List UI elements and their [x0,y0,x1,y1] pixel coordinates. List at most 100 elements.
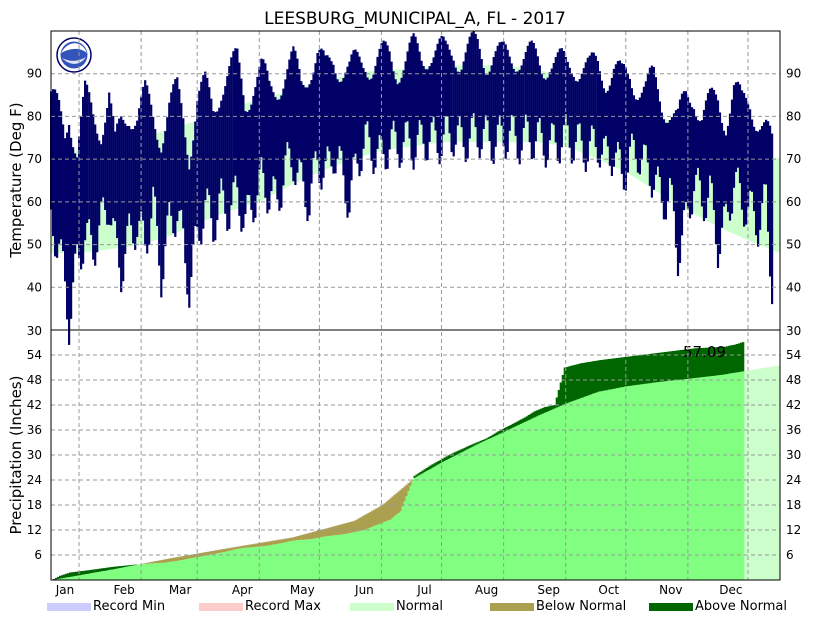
above-normal-column [471,444,474,447]
above-normal-column [667,351,671,381]
above-normal-column [73,572,76,577]
temperature-day-bar [416,43,419,135]
below-normal-column [203,552,206,556]
precipitation-normal-column [65,577,68,580]
temperature-day-bar [747,103,750,208]
precipitation-normal-column [239,548,242,580]
precipitation-normal-column [275,544,278,580]
temperature-day-bar [757,131,760,247]
above-normal-column [691,348,695,379]
above-normal-column [91,569,94,573]
temperature-day-bar [700,120,704,207]
temperature-day-bar [178,89,181,211]
above-normal-column [665,351,669,382]
below-normal-column [195,553,198,558]
above-normal-column [681,349,685,380]
above-normal-column [629,356,633,386]
above-normal-column [711,347,715,376]
above-normal-column [101,568,104,572]
temperature-day-bar [188,169,191,308]
precipitation-normal-column [237,548,240,580]
below-normal-column [343,523,346,535]
precipitation-normal-column [591,393,595,580]
precipitation-normal-column [547,411,551,580]
precipitation-normal-column [81,574,84,580]
above-normal-column [625,356,629,387]
precipitation-normal-column [621,387,625,580]
above-normal-column [529,413,533,420]
temperature-day-bar [592,52,595,129]
precipitation-normal-column [427,470,430,580]
below-normal-column [219,549,222,553]
below-normal-column [365,514,368,530]
precipitation-normal-column [611,389,615,580]
precipitation-tick-label-left: 48 [27,373,42,387]
above-normal-column [105,567,108,571]
temperature-day-bar [52,89,55,237]
temperature-day-bar [152,117,155,187]
precipitation-normal-column [653,382,657,580]
temperature-day-bar [446,44,449,117]
temperature-day-bar [634,99,637,159]
above-normal-column [729,345,733,374]
observed-temperature-bars [50,31,774,345]
above-normal-column [737,343,741,373]
above-normal-column [603,359,607,391]
temperature-day-bar [214,112,217,241]
precipitation-normal-column [139,564,142,580]
precipitation-normal-column [255,546,258,580]
temperature-day-bar [486,74,489,121]
precipitation-normal-column [729,373,733,580]
precipitation-normal-column [455,454,458,580]
temperature-day-bar [614,64,617,153]
temperature-day-bar [745,97,748,225]
temperature-day-bar [538,65,541,119]
precipitation-normal-column [713,375,717,580]
above-normal-column [445,456,448,460]
temperature-day-bar [266,70,269,214]
above-normal-column [731,345,735,373]
below-normal-column [217,549,220,554]
temperature-day-bar [208,87,211,196]
precipitation-normal-column [703,376,707,580]
temperature-day-bar [70,137,73,319]
temperature-day-bar [162,143,165,280]
temperature-day-bar [708,88,712,176]
below-normal-column [271,540,274,545]
precipitation-normal-column [285,542,288,580]
precipitation-tick-label-right: 12 [786,523,801,537]
precipitation-normal-column [329,535,332,580]
temperature-day-bar [380,43,383,140]
precipitation-normal-column [473,445,476,580]
precipitation-tick-label-right: 36 [786,423,801,437]
precipitation-normal-column [701,377,705,580]
precipitation-normal-column [497,434,500,580]
precipitation-normal-column [253,547,256,580]
month-label: Dec [719,583,742,597]
temperature-day-bar [104,122,107,210]
month-label: Jan [55,583,75,597]
temperature-day-bar [242,95,245,228]
above-normal-column [447,455,450,459]
temperature-day-bar [662,119,665,220]
below-normal-column [183,555,186,560]
temperature-day-bar [84,80,87,241]
temperature-day-bar [578,79,581,124]
precipitation-normal-column [465,449,468,580]
precipitation-normal-column [411,480,414,580]
precipitation-normal-column [623,386,627,580]
temperature-day-bar [622,64,625,190]
temperature-day-bar [190,156,193,277]
precipitation-normal-column [441,462,444,580]
below-normal-column [407,483,410,491]
precipitation-normal-column [67,577,70,580]
temperature-tick-label-right: 90 [786,67,801,81]
below-normal-column [391,496,394,518]
precipitation-normal-column [191,558,194,580]
below-normal-column [249,544,252,548]
temperature-day-bar [430,63,433,123]
above-normal-column [83,570,86,575]
temperature-day-bar [382,40,385,155]
above-normal-column [695,348,699,378]
above-normal-column [95,569,98,573]
